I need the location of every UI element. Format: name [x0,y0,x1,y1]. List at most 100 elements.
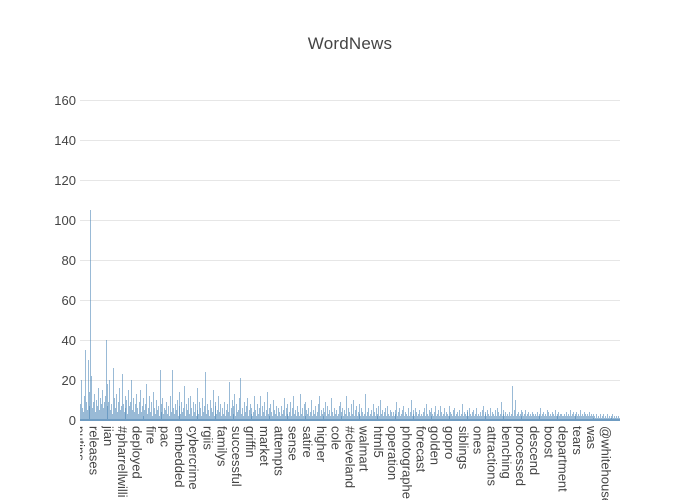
bar [486,416,488,420]
bar [566,412,567,420]
bar [312,416,313,420]
bar [301,408,303,420]
bar [496,408,498,420]
bar [262,412,264,420]
bar [487,410,489,420]
bar [171,370,173,420]
bar [569,410,571,420]
bar [424,416,426,420]
bar [525,410,527,420]
bar [546,416,547,420]
bar [83,396,85,420]
bar [239,398,240,420]
bar [212,390,214,420]
bar [481,410,483,420]
bar [286,414,288,420]
bar [567,414,569,420]
bar [107,384,109,420]
bar [244,412,246,420]
bar [293,396,294,420]
bar [164,408,166,420]
chart-title: WordNews [307,34,393,53]
bar [510,416,511,420]
bar [364,414,366,420]
bar [288,416,290,420]
bar [113,368,114,420]
bar [447,416,449,420]
bar [526,416,528,420]
x-tick-label: processed [513,426,528,486]
bar [350,404,352,420]
bar [583,416,584,420]
bar [303,404,305,420]
bar [295,410,296,420]
bar [352,400,354,420]
bar [315,416,317,420]
bar [158,416,160,420]
bar [138,402,140,420]
bar [81,408,83,420]
bar [458,410,460,420]
bar [441,416,443,420]
bar [427,416,429,420]
bar [512,416,514,420]
bar [133,398,134,420]
bar [414,416,416,420]
bar [282,410,284,420]
bar [231,400,233,420]
bar [220,404,222,420]
bar [560,414,562,420]
bar [348,408,349,420]
bar [170,396,171,420]
bar [533,416,535,420]
y-tick-label: 120 [54,172,76,188]
bar [296,406,298,420]
bar [492,412,493,420]
bar [506,416,508,420]
bar [381,414,383,420]
bar [541,416,543,420]
bar [584,414,586,420]
bar [420,416,421,420]
bar [532,414,534,420]
bar [242,408,243,420]
bar [578,414,580,420]
bar [132,410,133,420]
gridline [80,260,620,261]
bar [188,414,190,420]
bar [341,412,343,420]
bar [484,414,486,420]
bar [545,414,546,420]
bar [261,406,263,420]
bar [229,416,231,420]
bar [464,414,466,420]
bar [376,414,378,420]
plot-area[interactable] [80,85,620,421]
bar [247,416,249,420]
bar [186,404,187,420]
bar [451,414,453,420]
bar [337,414,339,420]
bar [338,406,340,420]
bar [432,414,434,420]
bar [320,410,322,420]
bar [174,404,176,420]
bar [448,406,450,420]
bar [384,412,385,420]
bar [137,414,139,420]
bar [196,388,198,420]
bar [105,340,107,420]
bar [316,412,318,420]
gridline [80,380,620,381]
bar [504,416,506,420]
bar [179,406,181,420]
bar [265,410,267,420]
x-tick-label: benching [498,426,514,479]
x-tick-label: rgiis [200,426,216,450]
y-tick-label: 100 [54,212,76,228]
x-tick-label: golden [427,426,443,466]
bar [134,412,135,420]
bar [520,410,522,420]
bar [339,402,341,420]
